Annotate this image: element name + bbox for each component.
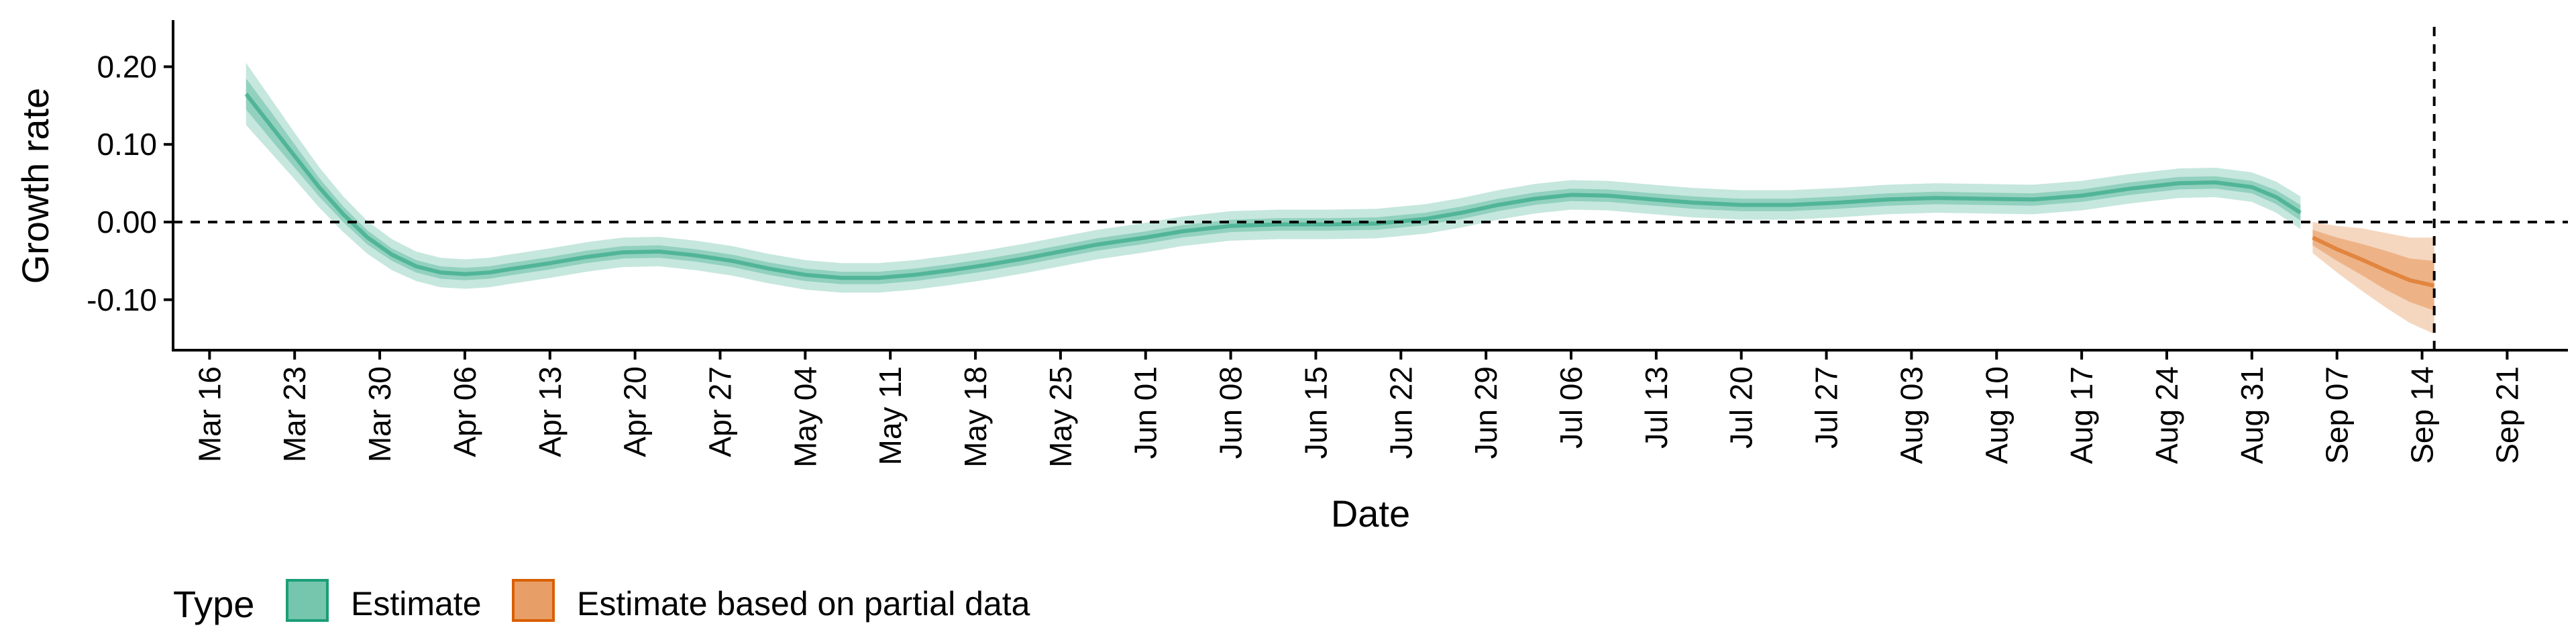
- x-tick-label: Jun 08: [1214, 366, 1248, 459]
- x-tick-label: Jul 27: [1809, 366, 1844, 449]
- legend: Type Estimate Estimate based on partial …: [173, 579, 1030, 625]
- x-tick-label: Sep 14: [2405, 366, 2440, 464]
- x-tick-label: May 25: [1043, 366, 1078, 468]
- median-lines: [244, 93, 2435, 288]
- x-tick-label: Aug 31: [2235, 366, 2269, 464]
- y-tick-label: 0.00: [97, 205, 157, 239]
- x-tick-label: Jun 22: [1383, 366, 1418, 459]
- x-tick-label: Jul 13: [1639, 366, 1674, 449]
- y-tick-label: 0.20: [97, 49, 157, 84]
- y-tick-label: -0.10: [87, 282, 157, 317]
- x-tick-label: Mar 23: [277, 366, 312, 462]
- x-tick-label: Sep 21: [2489, 366, 2524, 464]
- y-tick-label: 0.10: [97, 127, 157, 162]
- x-tick-label: May 11: [873, 366, 908, 465]
- x-tick-label: May 04: [788, 366, 822, 468]
- x-tick-label: Jun 29: [1468, 366, 1503, 459]
- legend-title: Type: [173, 583, 254, 625]
- estimate-outer-band: [246, 62, 2301, 293]
- x-tick-label: Jul 20: [1724, 366, 1759, 449]
- x-tick-label: Apr 27: [702, 366, 737, 458]
- x-tick-label: Mar 16: [192, 366, 227, 462]
- reference-lines: [173, 27, 2568, 350]
- uncertainty-bands: [246, 62, 2434, 334]
- x-tick-label: Sep 07: [2320, 366, 2355, 464]
- x-tick-label: Aug 03: [1894, 366, 1929, 464]
- y-axis-ticks: 0.20 0.10 0.00 -0.10: [87, 49, 173, 317]
- x-tick-label: Apr 06: [447, 366, 482, 458]
- x-tick-label: Aug 10: [1979, 366, 2014, 464]
- x-tick-label: Jun 15: [1298, 366, 1333, 459]
- x-tick-label: Apr 13: [533, 366, 568, 458]
- x-tick-label: Apr 20: [618, 366, 653, 458]
- y-axis-title: Growth rate: [14, 88, 56, 284]
- axes: [172, 20, 2568, 352]
- legend-swatch-estimate: [286, 579, 329, 622]
- estimate-median-line: [244, 93, 2302, 280]
- legend-label-estimate: Estimate: [351, 585, 482, 623]
- x-tick-label: Jun 01: [1128, 366, 1163, 459]
- x-tick-label: Jul 06: [1554, 366, 1589, 449]
- legend-label-partial: Estimate based on partial data: [577, 585, 1030, 623]
- x-tick-label: Mar 30: [362, 366, 397, 462]
- legend-swatch-partial: [512, 579, 555, 622]
- x-tick-label: May 18: [958, 366, 993, 468]
- partial-median-line: [2312, 235, 2435, 288]
- x-axis-title: Date: [1331, 492, 1410, 535]
- x-axis-ticks: Mar 16 Mar 23 Mar 30 Apr 06 Apr 13 Apr 20 Apr …: [192, 350, 2524, 468]
- x-tick-label: Aug 17: [2064, 366, 2099, 464]
- x-tick-label: Aug 24: [2149, 366, 2184, 464]
